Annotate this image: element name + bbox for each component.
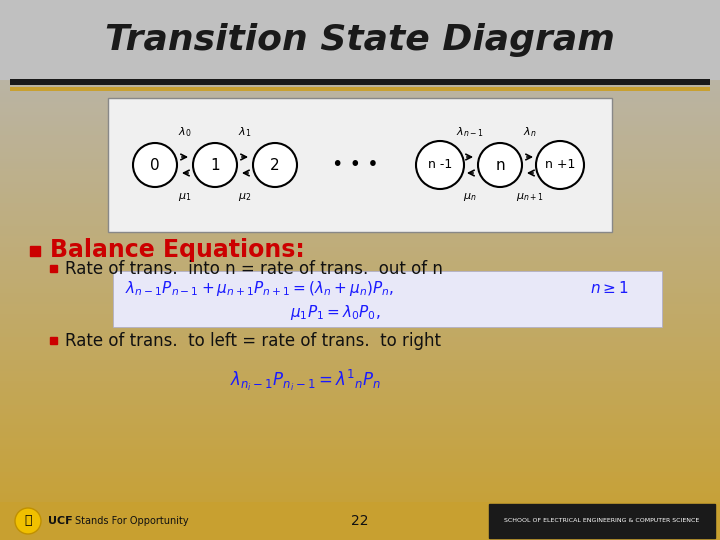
Text: $\lambda_0$: $\lambda_0$ — [179, 125, 192, 139]
Text: $\lambda_1$: $\lambda_1$ — [238, 125, 252, 139]
Text: 0: 0 — [150, 158, 160, 172]
Bar — [50, 337, 57, 344]
Text: 1: 1 — [210, 158, 220, 172]
Text: UCF: UCF — [48, 516, 73, 526]
Text: Stands For Opportunity: Stands For Opportunity — [75, 516, 189, 526]
Bar — [10, 87, 710, 91]
Text: $\lambda_n$: $\lambda_n$ — [523, 125, 536, 139]
Bar — [10, 79, 710, 85]
Text: • • •: • • • — [332, 156, 378, 174]
Text: Balance Equations:: Balance Equations: — [50, 238, 305, 262]
Text: n -1: n -1 — [428, 159, 452, 172]
Text: 2: 2 — [270, 158, 280, 172]
Text: $\lambda_{n_i-1} P_{n_i-1} = \lambda^1{}_n P_n$: $\lambda_{n_i-1} P_{n_i-1} = \lambda^1{}… — [230, 367, 381, 393]
Text: Rate of trans.  to left = rate of trans.  to right: Rate of trans. to left = rate of trans. … — [65, 332, 441, 350]
Circle shape — [536, 141, 584, 189]
Text: $\mu_2$: $\mu_2$ — [238, 191, 252, 203]
Text: $\lambda_{n-1}$: $\lambda_{n-1}$ — [456, 125, 484, 139]
Text: $\mu_1$: $\mu_1$ — [179, 191, 192, 203]
FancyBboxPatch shape — [113, 271, 662, 327]
Text: SCHOOL OF ELECTRICAL ENGINEERING & COMPUTER SCIENCE: SCHOOL OF ELECTRICAL ENGINEERING & COMPU… — [505, 518, 700, 523]
Circle shape — [15, 508, 41, 534]
FancyBboxPatch shape — [0, 0, 720, 80]
Text: 🦅: 🦅 — [24, 515, 32, 528]
Circle shape — [193, 143, 237, 187]
Text: Rate of trans.  into n = rate of trans.  out of n: Rate of trans. into n = rate of trans. o… — [65, 260, 443, 278]
Text: Transition State Diagram: Transition State Diagram — [105, 23, 615, 57]
Bar — [50, 265, 57, 272]
Text: 22: 22 — [351, 514, 369, 528]
FancyBboxPatch shape — [489, 504, 715, 538]
FancyBboxPatch shape — [108, 98, 612, 232]
Bar — [30, 246, 40, 256]
Circle shape — [478, 143, 522, 187]
Text: $\mu_{n+1}$: $\mu_{n+1}$ — [516, 191, 544, 203]
Circle shape — [253, 143, 297, 187]
Bar — [0, 502, 720, 540]
Text: $n \geq 1$: $n \geq 1$ — [590, 280, 629, 296]
Text: $\lambda_{n-1} P_{n-1} + \mu_{n+1} P_{n+1} = (\lambda_n + \mu_n ) P_n,$: $\lambda_{n-1} P_{n-1} + \mu_{n+1} P_{n+… — [125, 279, 395, 298]
Text: n: n — [495, 158, 505, 172]
Circle shape — [133, 143, 177, 187]
Text: $\mu_n$: $\mu_n$ — [463, 191, 477, 203]
Text: $\mu_1 P_1 = \lambda_0 P_0,$: $\mu_1 P_1 = \lambda_0 P_0,$ — [290, 302, 380, 321]
Circle shape — [416, 141, 464, 189]
Text: n +1: n +1 — [545, 159, 575, 172]
